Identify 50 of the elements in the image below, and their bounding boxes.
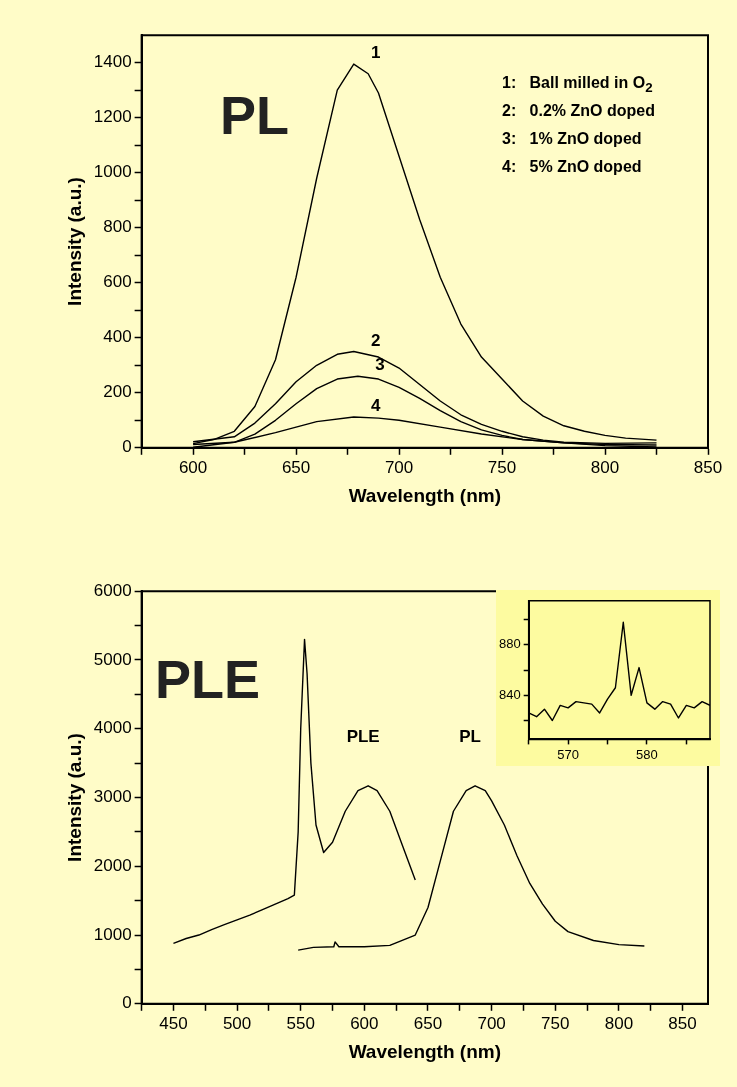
- x-tick-label: 570: [557, 746, 579, 762]
- x-tick-label: 500: [222, 1013, 252, 1033]
- x-tick-label: 800: [604, 1013, 634, 1033]
- series-label: 2: [371, 330, 381, 350]
- y-tick-label: 600: [103, 272, 132, 292]
- y-tick-label: 6000: [93, 580, 132, 600]
- x-tick-label: 650: [281, 457, 311, 477]
- text: PLE: [346, 727, 380, 746]
- y-tick-label: 2000: [93, 855, 132, 875]
- x-tick-label: 550: [286, 1013, 315, 1033]
- x-axis-title: Wavelength (nm): [348, 1040, 501, 1062]
- annotation: 4: 5% ZnO doped: [502, 158, 642, 176]
- x-tick-label: 650: [413, 1013, 443, 1033]
- y-tick-label: 4000: [93, 718, 132, 738]
- series-label: 3: [375, 355, 385, 375]
- y-tick-label: 200: [103, 382, 132, 402]
- y-tick-label: 0: [122, 437, 132, 457]
- y-tick-label: 1000: [93, 162, 132, 182]
- y-tick-label: 5000: [93, 649, 132, 669]
- y-axis-title: Intensity (a.u.): [63, 733, 85, 862]
- x-tick-label: 700: [384, 457, 414, 477]
- y-tick-label: 0: [122, 993, 132, 1013]
- y-tick-label: 1200: [93, 107, 132, 127]
- x-tick-label: 800: [590, 457, 620, 477]
- x-tick-label: 850: [668, 1013, 697, 1033]
- y-tick-label: 3000: [93, 787, 132, 807]
- annotation: 2: 0.2% ZnO doped: [502, 102, 655, 120]
- text: PL: [459, 727, 481, 746]
- annotation: PL: [220, 84, 290, 146]
- y-tick-label: 1000: [93, 924, 132, 944]
- x-tick-label: 750: [541, 1013, 570, 1033]
- y-tick-label: 1400: [93, 52, 132, 72]
- x-tick-label: 700: [477, 1013, 506, 1033]
- y-tick-label: 840: [498, 686, 521, 702]
- x-tick-label: 600: [350, 1013, 379, 1033]
- x-tick-label: 600: [178, 457, 208, 477]
- y-tick-label: 880: [498, 636, 521, 652]
- x-tick-label: 450: [159, 1013, 188, 1033]
- y-tick-label: 400: [103, 327, 132, 347]
- y-axis-title: Intensity (a.u.): [63, 177, 85, 306]
- annotation: PLE: [155, 648, 261, 710]
- x-tick-label: 850: [693, 457, 723, 477]
- x-tick-label: 580: [636, 746, 658, 762]
- series-label: 1: [371, 43, 381, 63]
- annotation: 3: 1% ZnO doped: [502, 130, 642, 148]
- annotation: 1: Ball milled in O$_{2}$: [502, 74, 653, 96]
- x-tick-label: 750: [487, 457, 517, 477]
- y-tick-label: 800: [103, 217, 132, 237]
- series-label: 4: [371, 396, 382, 416]
- x-axis-title: Wavelength (nm): [348, 484, 501, 506]
